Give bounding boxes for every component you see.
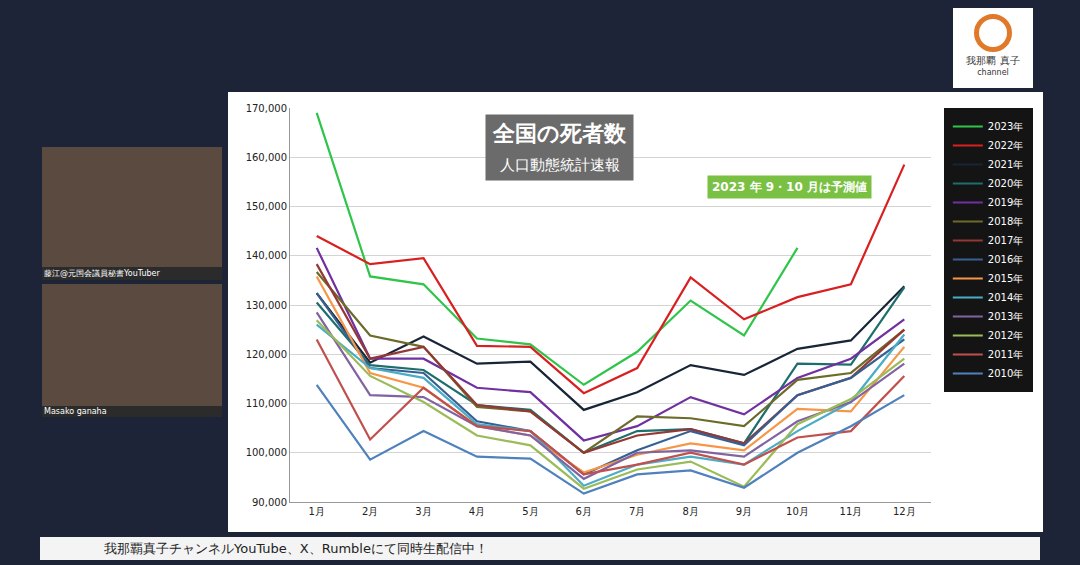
svg-text:2022年: 2022年	[988, 140, 1023, 151]
svg-text:8月: 8月	[682, 506, 698, 517]
svg-text:2012年: 2012年	[988, 330, 1023, 341]
html-text:我那覇 真子: 我那覇 真子	[966, 55, 1020, 66]
svg-text:2月: 2月	[362, 506, 378, 517]
svg-text:2020年: 2020年	[988, 178, 1023, 189]
svg-text:2011年: 2011年	[988, 349, 1023, 360]
svg-text:130,000: 130,000	[246, 300, 287, 311]
svg-text:2014年: 2014年	[988, 292, 1023, 303]
svg-text:9月: 9月	[736, 506, 752, 517]
svg-text:2010年: 2010年	[988, 368, 1023, 379]
svg-text:140,000: 140,000	[246, 250, 287, 261]
svg-text:6月: 6月	[576, 506, 592, 517]
svg-text:2019年: 2019年	[988, 197, 1023, 208]
svg-text:5月: 5月	[522, 506, 538, 517]
svg-text:10月: 10月	[786, 506, 809, 517]
svg-text:90,000: 90,000	[252, 497, 287, 508]
svg-text:110,000: 110,000	[246, 398, 287, 409]
svg-text:3月: 3月	[415, 506, 431, 517]
svg-text:12月: 12月	[893, 506, 916, 517]
svg-text:11月: 11月	[840, 506, 863, 517]
svg-text:100,000: 100,000	[246, 447, 287, 458]
svg-text:全国の死者数人口動態統計速報: 全国の死者数人口動態統計速報	[492, 121, 627, 174]
html-text:我那覇真子チャンネルYouTube、X、Rumbleにて同時: 我那覇真子チャンネルYouTube、X、Rumbleにて同時生配信中！	[104, 541, 488, 556]
svg-text:1月: 1月	[309, 506, 325, 517]
svg-text:2023年: 2023年	[988, 121, 1023, 132]
svg-text:160,000: 160,000	[246, 152, 287, 163]
svg-text:7月: 7月	[629, 506, 645, 517]
svg-text:2021年: 2021年	[988, 159, 1023, 170]
html-text:Masako ganaha: Masako ganaha	[44, 407, 107, 416]
svg-text:2013年: 2013年	[988, 311, 1023, 322]
svg-text:2023 年 9・10 月は予測値: 2023 年 9・10 月は予測値	[712, 180, 867, 194]
svg-text:170,000: 170,000	[246, 103, 287, 114]
svg-text:2017年: 2017年	[988, 235, 1023, 246]
svg-text:120,000: 120,000	[246, 349, 287, 360]
svg-text:2015年: 2015年	[988, 273, 1023, 284]
svg-text:4月: 4月	[469, 506, 485, 517]
svg-text:2016年: 2016年	[988, 254, 1023, 265]
html-text:藤江@元国会議員秘書YouTuber: 藤江@元国会議員秘書YouTuber	[44, 269, 160, 278]
html-text:channel: channel	[977, 68, 1009, 77]
svg-text:2018年: 2018年	[988, 216, 1023, 227]
svg-text:150,000: 150,000	[246, 201, 287, 212]
